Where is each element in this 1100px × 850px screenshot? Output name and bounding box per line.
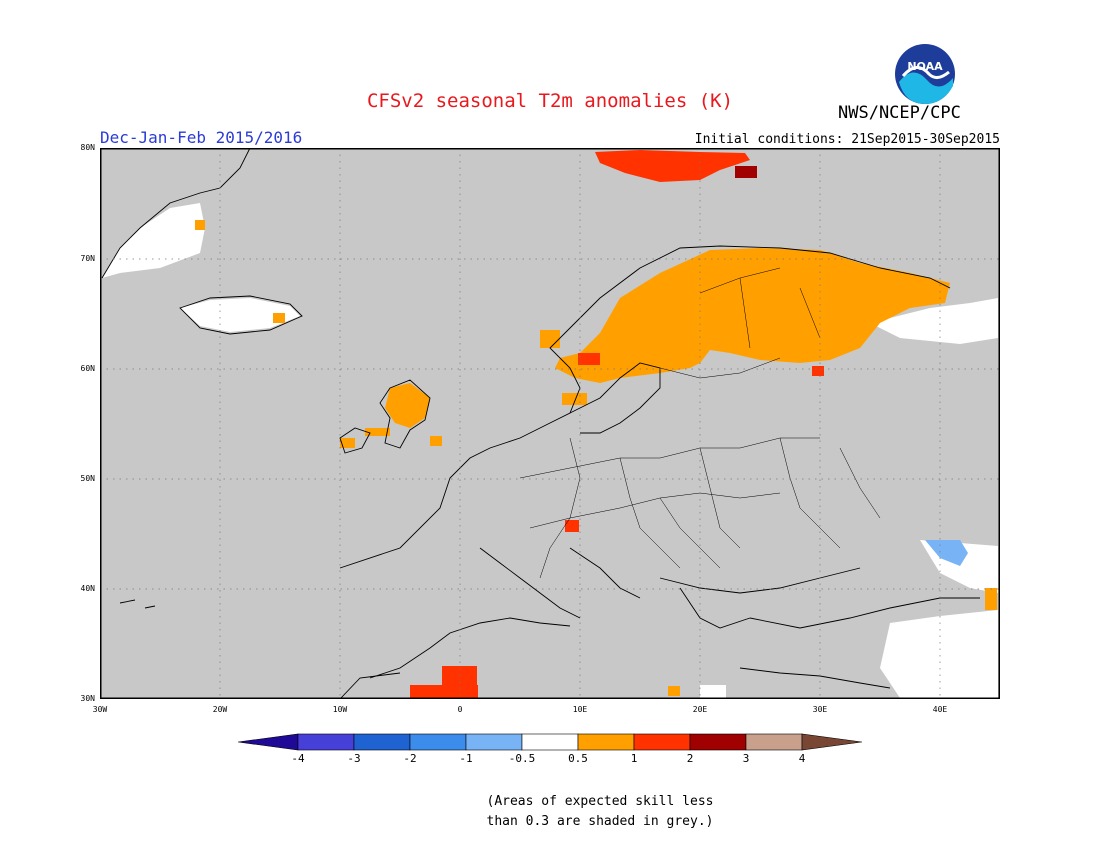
map-title: CFSv2 seasonal T2m anomalies (K) (366, 90, 734, 112)
agency-label: NWS/NCEP/CPC (838, 103, 961, 123)
lat-label-40n: 40N (80, 584, 95, 593)
legend-tick: -3 (347, 752, 361, 765)
white-neutral-areas (102, 203, 998, 699)
country-borders (519, 267, 881, 579)
grid-lines (100, 148, 1000, 699)
legend-tick: -0.5 (508, 752, 536, 765)
legend-swatch-below-neg4 (237, 733, 299, 751)
skill-note-line2: than 0.3 are shaded in grey.) (486, 814, 714, 829)
legend-swatch-0.5-1 (577, 733, 635, 751)
color-legend (237, 733, 863, 751)
lat-label-50n: 50N (80, 474, 95, 483)
skill-note: (Areas of expected skill less than 0.3 a… (440, 792, 760, 832)
lon-label-10e: 10E (572, 705, 588, 714)
lat-label-80n: 80N (80, 143, 95, 152)
lon-label-20w: 20W (212, 705, 228, 714)
lat-label-60n: 60N (80, 364, 95, 373)
legend-swatch-3-4 (745, 733, 803, 751)
lon-label-0: 0 (457, 705, 463, 714)
lat-label-70n: 70N (80, 254, 95, 263)
legend-swatch-1-2 (633, 733, 691, 751)
anomaly-map (100, 147, 1000, 700)
anomaly-0.5-to-1 (195, 220, 997, 696)
legend-swatch-neg4-neg3 (297, 733, 355, 751)
legend-tick: -4 (291, 752, 305, 765)
lon-label-40e: 40E (932, 705, 948, 714)
anomaly-2-to-3 (735, 166, 757, 178)
legend-tick: 0.5 (568, 752, 588, 765)
lon-label-10w: 10W (332, 705, 348, 714)
legend-swatch-above-4 (801, 733, 863, 751)
legend-swatch-2-3 (689, 733, 747, 751)
noaa-logo: NOAA (893, 42, 957, 106)
map-frame (100, 148, 1000, 699)
legend-swatch-neg1-neg0.5 (465, 733, 523, 751)
legend-tick: 1 (630, 752, 638, 765)
lon-label-30e: 30E (812, 705, 828, 714)
lon-label-30w: 30W (92, 705, 108, 714)
legend-swatch-neg3-neg2 (353, 733, 411, 751)
lat-label-30n: 30N (80, 694, 95, 703)
lon-label-20e: 20E (692, 705, 708, 714)
legend-swatch-neutral (521, 733, 579, 751)
legend-tick: 2 (686, 752, 694, 765)
anomaly-neg1-to-neg0.5 (925, 540, 968, 566)
initial-conditions: Initial conditions: 21Sep2015-30Sep2015 (694, 132, 1000, 147)
skill-note-line1: (Areas of expected skill less (486, 794, 714, 809)
legend-swatch-neg2-neg1 (409, 733, 467, 751)
anomaly-1-to-2 (410, 150, 824, 699)
legend-tick: -2 (403, 752, 417, 765)
forecast-period: Dec-Jan-Feb 2015/2016 (100, 128, 303, 147)
legend-tick: 4 (798, 752, 806, 765)
legend-tick: 3 (742, 752, 750, 765)
logo-text: NOAA (907, 60, 943, 73)
legend-tick: -1 (459, 752, 473, 765)
